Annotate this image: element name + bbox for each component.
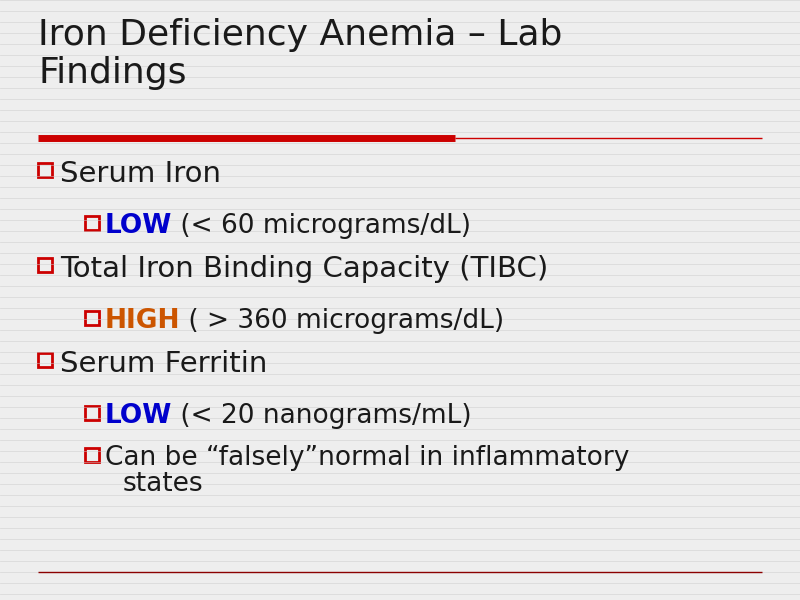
Text: ( > 360 micrograms/dL): ( > 360 micrograms/dL) <box>181 308 505 334</box>
Text: HIGH: HIGH <box>105 308 181 334</box>
Text: LOW: LOW <box>105 213 172 239</box>
Bar <box>38 163 52 177</box>
Bar <box>38 258 52 272</box>
Text: Can be “falsely”normal in inflammatory: Can be “falsely”normal in inflammatory <box>105 445 630 471</box>
Text: (< 60 micrograms/dL): (< 60 micrograms/dL) <box>172 213 471 239</box>
Text: LOW: LOW <box>105 403 172 429</box>
Bar <box>38 353 52 367</box>
Text: Total Iron Binding Capacity (TIBC): Total Iron Binding Capacity (TIBC) <box>60 255 548 283</box>
Text: states: states <box>123 471 204 497</box>
Bar <box>85 311 99 325</box>
Text: Serum Ferritin: Serum Ferritin <box>60 350 267 378</box>
Bar <box>85 406 99 420</box>
Bar <box>85 216 99 230</box>
Text: Serum Iron: Serum Iron <box>60 160 221 188</box>
Text: (< 20 nanograms/mL): (< 20 nanograms/mL) <box>172 403 472 429</box>
Bar <box>85 448 99 462</box>
Text: Iron Deficiency Anemia – Lab
Findings: Iron Deficiency Anemia – Lab Findings <box>38 18 562 90</box>
